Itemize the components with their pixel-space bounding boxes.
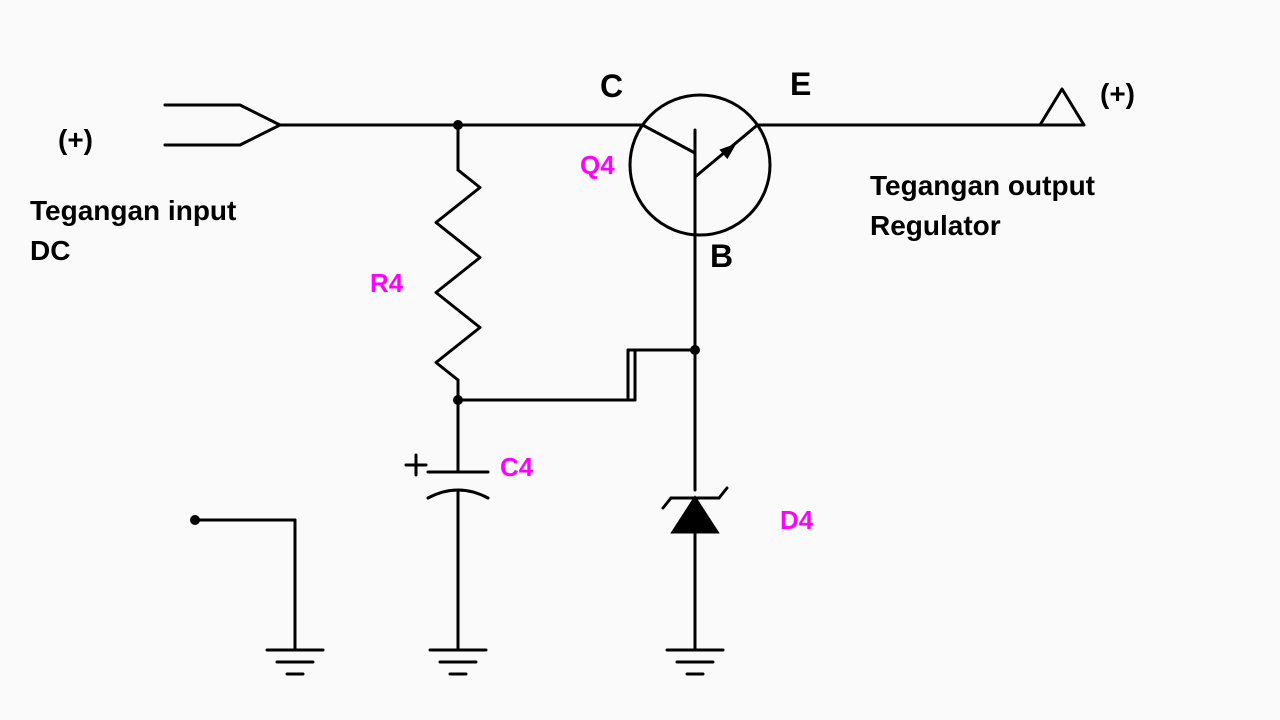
input-text-line1: Tegangan input <box>30 195 236 227</box>
terminal-e-label: E <box>790 66 811 103</box>
r4-label: R4 <box>370 268 403 299</box>
input-plus-label: (+) <box>58 124 93 156</box>
d4-label: D4 <box>780 505 813 536</box>
input-text-line2: DC <box>30 235 70 267</box>
terminal-c-label: C <box>600 68 623 105</box>
output-text-line1: Tegangan output <box>870 170 1095 202</box>
q4-label: Q4 <box>580 150 615 181</box>
output-text-line2: Regulator <box>870 210 1001 242</box>
terminal-b-label: B <box>710 238 733 275</box>
c4-label: C4 <box>500 452 533 483</box>
output-plus-label: (+) <box>1100 78 1135 110</box>
circuit-diagram <box>0 0 1280 720</box>
